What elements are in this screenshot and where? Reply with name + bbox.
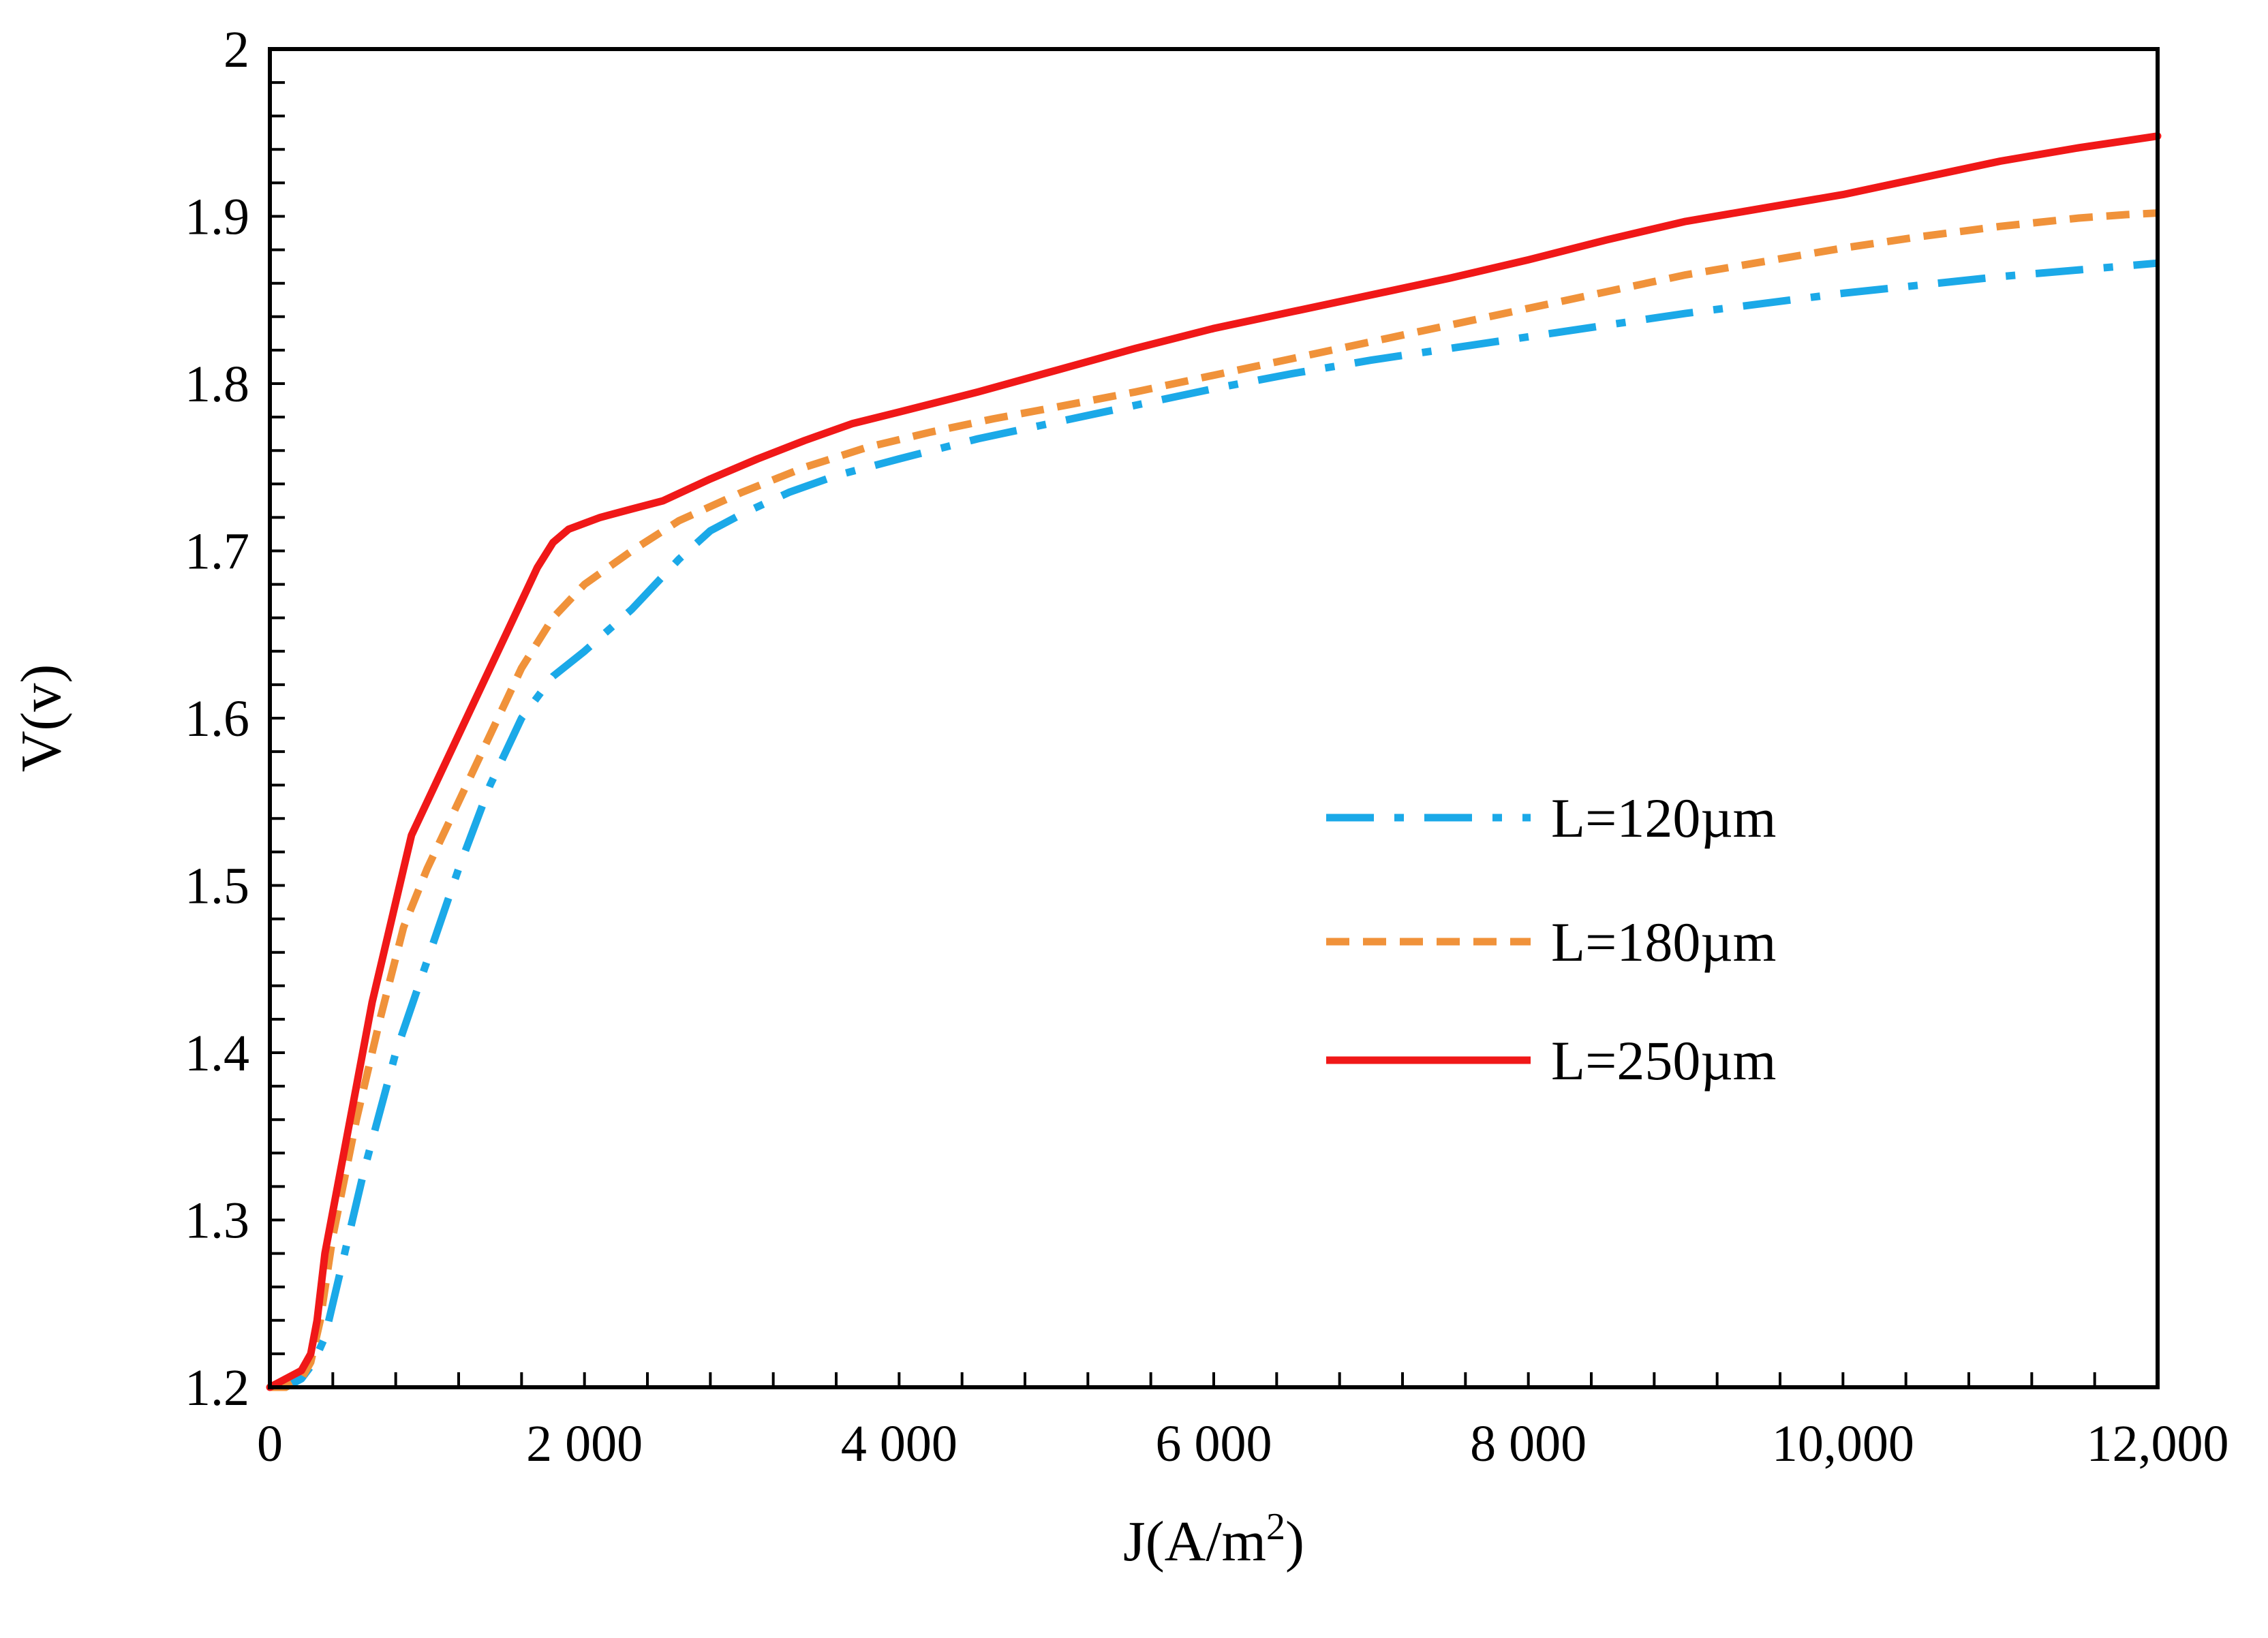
y-tick-label: 1.3 [185, 1192, 249, 1250]
series-line-3 [266, 132, 2162, 1391]
y-tick-label: 1.8 [185, 356, 249, 413]
y-tick-label: 1.2 [185, 1359, 249, 1417]
series-line-2 [270, 209, 2158, 1391]
x-axis-title-main: J(A/m [1123, 1510, 1266, 1573]
legend: L=120µm L=180µm L=250µm [1326, 787, 1776, 1092]
plot-area-frame [268, 47, 2160, 1389]
x-tick-label: 12,000 [2087, 1415, 2229, 1472]
y-tick-label: 1.5 [185, 858, 249, 915]
tick-labels: 1.2 1.3 1.4 1.5 1.6 1.7 1.8 1.9 2 0 2 000 4 000 6 00… [185, 21, 2229, 1472]
x-tick-label: 0 [257, 1415, 283, 1472]
y-tick-label: 1.4 [185, 1025, 249, 1082]
x-tick-label: 10,000 [1772, 1415, 1914, 1472]
x-tick-label: 4 000 [841, 1415, 957, 1472]
y-axis-title: V(v) [10, 664, 73, 773]
x-tick-label: 2 000 [526, 1415, 643, 1472]
x-tick-label: 6 000 [1156, 1415, 1272, 1472]
y-tick-label: 1.7 [185, 523, 249, 581]
legend-label-3: L=250µm [1551, 1030, 1776, 1092]
series-lines [266, 132, 2162, 1391]
legend-label-2: L=180µm [1551, 911, 1776, 973]
legend-label-1: L=120µm [1551, 787, 1776, 849]
y-tick-label: 1.9 [185, 189, 249, 246]
x-axis-title-close: ) [1285, 1510, 1304, 1573]
x-tick-label: 8 000 [1470, 1415, 1587, 1472]
series-line-1 [270, 259, 2158, 1391]
y-tick-label: 2 [224, 21, 249, 78]
tick-marks [270, 81, 2096, 1387]
y-tick-label: 1.6 [185, 690, 249, 747]
x-axis-title: J(A/m2) [1123, 1506, 1304, 1573]
x-axis-title-superscript: 2 [1266, 1506, 1285, 1548]
